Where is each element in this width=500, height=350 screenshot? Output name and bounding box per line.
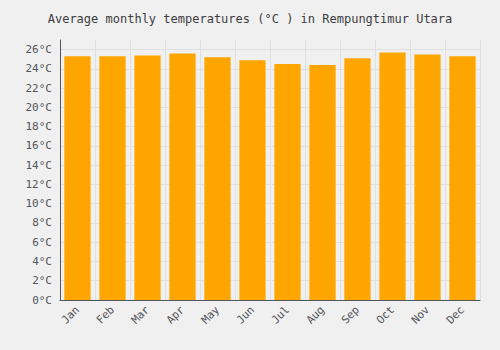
svg-text:Dec: Dec [444, 303, 467, 326]
svg-text:Jan: Jan [59, 303, 82, 326]
svg-text:Nov: Nov [409, 303, 432, 326]
svg-text:Oct: Oct [374, 303, 397, 326]
svg-text:4°C: 4°C [32, 255, 52, 268]
svg-text:6°C: 6°C [32, 236, 52, 249]
svg-text:2°C: 2°C [32, 274, 52, 287]
svg-text:8°C: 8°C [32, 216, 52, 229]
svg-text:Apr: Apr [164, 303, 187, 326]
svg-text:Jun: Jun [234, 303, 257, 326]
svg-text:22°C: 22°C [26, 82, 53, 95]
svg-text:May: May [199, 303, 222, 326]
svg-text:16°C: 16°C [26, 139, 53, 152]
svg-text:Feb: Feb [94, 303, 117, 326]
svg-text:18°C: 18°C [26, 120, 53, 133]
svg-text:Sep: Sep [339, 303, 362, 326]
svg-text:Average monthly temperatures (: Average monthly temperatures (°C ) in Re… [48, 12, 453, 26]
svg-text:0°C: 0°C [32, 294, 52, 307]
svg-text:10°C: 10°C [26, 197, 53, 210]
svg-text:Aug: Aug [304, 303, 327, 326]
svg-text:14°C: 14°C [26, 159, 53, 172]
svg-text:26°C: 26°C [26, 43, 53, 56]
svg-text:20°C: 20°C [26, 101, 53, 114]
svg-text:Mar: Mar [129, 303, 152, 326]
svg-text:24°C: 24°C [26, 62, 53, 75]
svg-text:Jul: Jul [269, 303, 292, 326]
svg-text:12°C: 12°C [26, 178, 53, 191]
